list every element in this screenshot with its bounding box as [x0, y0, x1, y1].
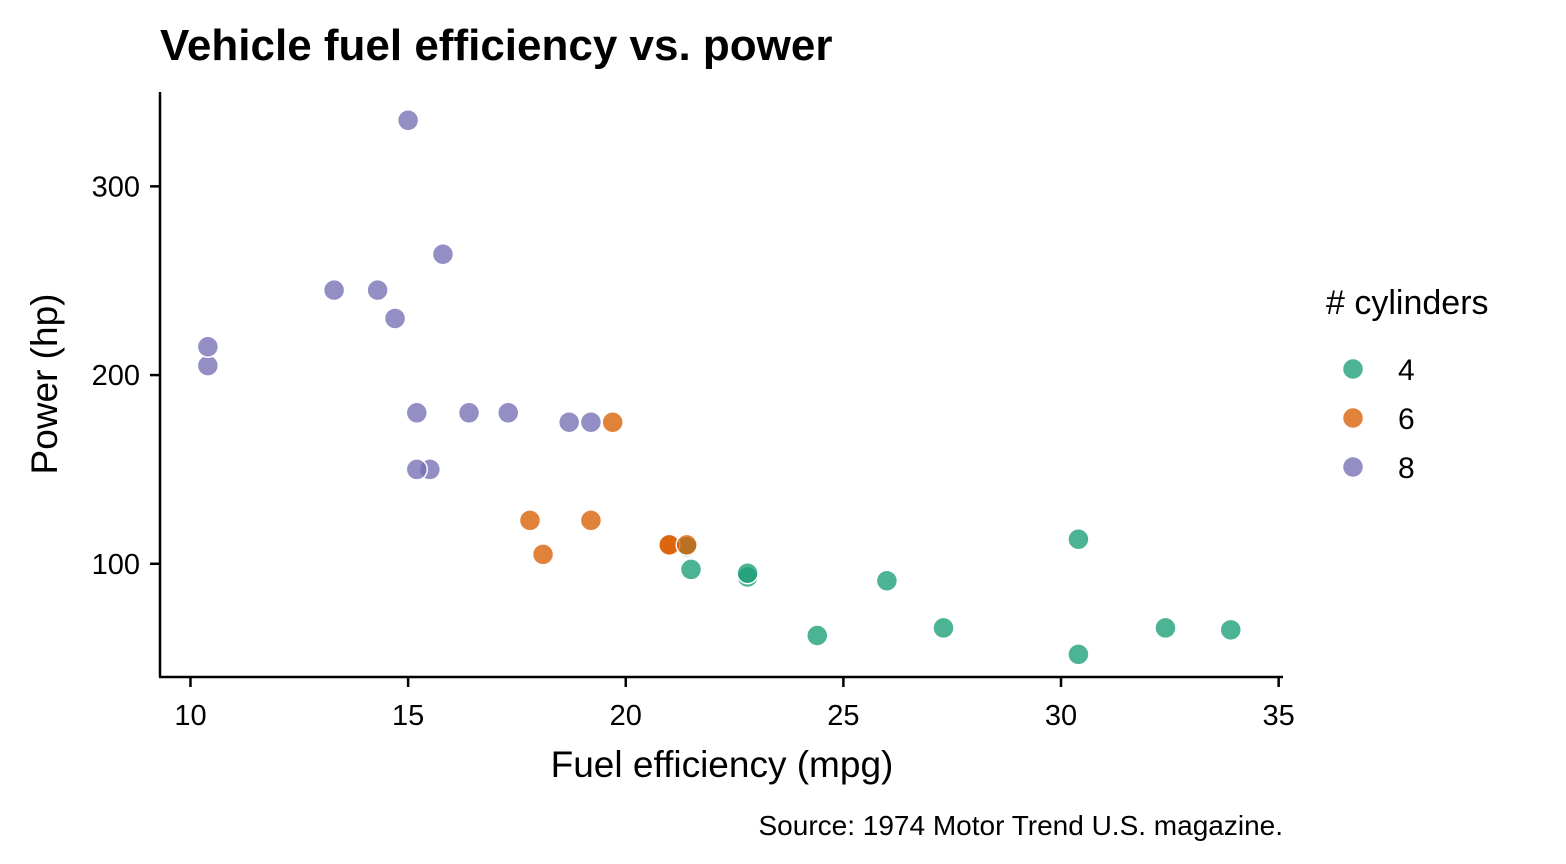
data-point-cyl-8 — [579, 410, 603, 434]
data-point-cyl-8 — [457, 401, 481, 425]
y-axis-title: Power (hp) — [24, 294, 65, 475]
x-axis-title: Fuel efficiency (mpg) — [551, 744, 894, 785]
legend: # cylinders 4 6 8 — [1326, 284, 1489, 485]
data-point-cyl-6 — [531, 543, 555, 566]
legend-key-6 — [1341, 406, 1365, 430]
data-points — [196, 109, 1243, 666]
data-point-cyl-6 — [518, 509, 542, 532]
data-point-cyl-8 — [196, 354, 220, 377]
data-point-cyl-8 — [366, 278, 389, 302]
data-point-cyl-8 — [196, 335, 220, 359]
x-axis-ticks: 10 15 20 25 30 35 — [174, 677, 1295, 732]
y-axis-ticks: 100 200 300 — [92, 171, 160, 581]
data-point-cyl-8 — [431, 243, 455, 266]
data-point-cyl-4 — [679, 558, 703, 581]
data-point-cyl-4 — [1067, 527, 1090, 551]
data-point-cyl-4 — [736, 561, 759, 585]
data-point-cyl-4 — [875, 569, 899, 593]
chart-caption: Source: 1974 Motor Trend U.S. magazine. — [759, 810, 1284, 841]
data-point-cyl-6 — [601, 410, 624, 434]
legend-key-4 — [1341, 357, 1365, 381]
data-point-cyl-8 — [557, 410, 581, 434]
legend-label-8: 8 — [1398, 452, 1415, 485]
data-point-cyl-8 — [405, 401, 429, 425]
plot-panel: 10 15 20 25 30 35 100 200 300 — [92, 92, 1295, 732]
data-point-cyl-4 — [806, 624, 829, 647]
legend-title: # cylinders — [1326, 284, 1489, 322]
legend-items: 4 6 8 — [1341, 354, 1415, 485]
data-point-cyl-8 — [405, 458, 429, 481]
legend-label-6: 6 — [1398, 403, 1415, 436]
chart-title: Vehicle fuel efficiency vs. power — [160, 21, 833, 70]
data-point-cyl-6 — [675, 533, 698, 557]
data-point-cyl-4 — [1154, 616, 1177, 640]
x-tick-label: 35 — [1263, 700, 1295, 732]
data-point-cyl-8 — [496, 401, 520, 425]
data-point-cyl-8 — [396, 109, 420, 132]
data-point-cyl-4 — [932, 616, 955, 640]
y-tick-label: 200 — [92, 360, 140, 392]
x-tick-label: 20 — [610, 700, 642, 732]
data-point-cyl-4 — [1219, 618, 1243, 642]
data-point-cyl-8 — [383, 307, 407, 330]
legend-key-8 — [1341, 455, 1365, 479]
data-point-cyl-4 — [1067, 643, 1090, 666]
data-point-cyl-6 — [579, 509, 603, 532]
x-tick-label: 25 — [827, 700, 859, 732]
data-point-cyl-8 — [322, 278, 346, 302]
x-tick-label: 15 — [392, 700, 424, 732]
x-tick-label: 30 — [1045, 700, 1077, 732]
x-tick-label: 10 — [174, 700, 206, 732]
y-tick-label: 300 — [92, 171, 140, 203]
legend-label-4: 4 — [1398, 354, 1415, 387]
y-tick-label: 100 — [92, 549, 140, 581]
